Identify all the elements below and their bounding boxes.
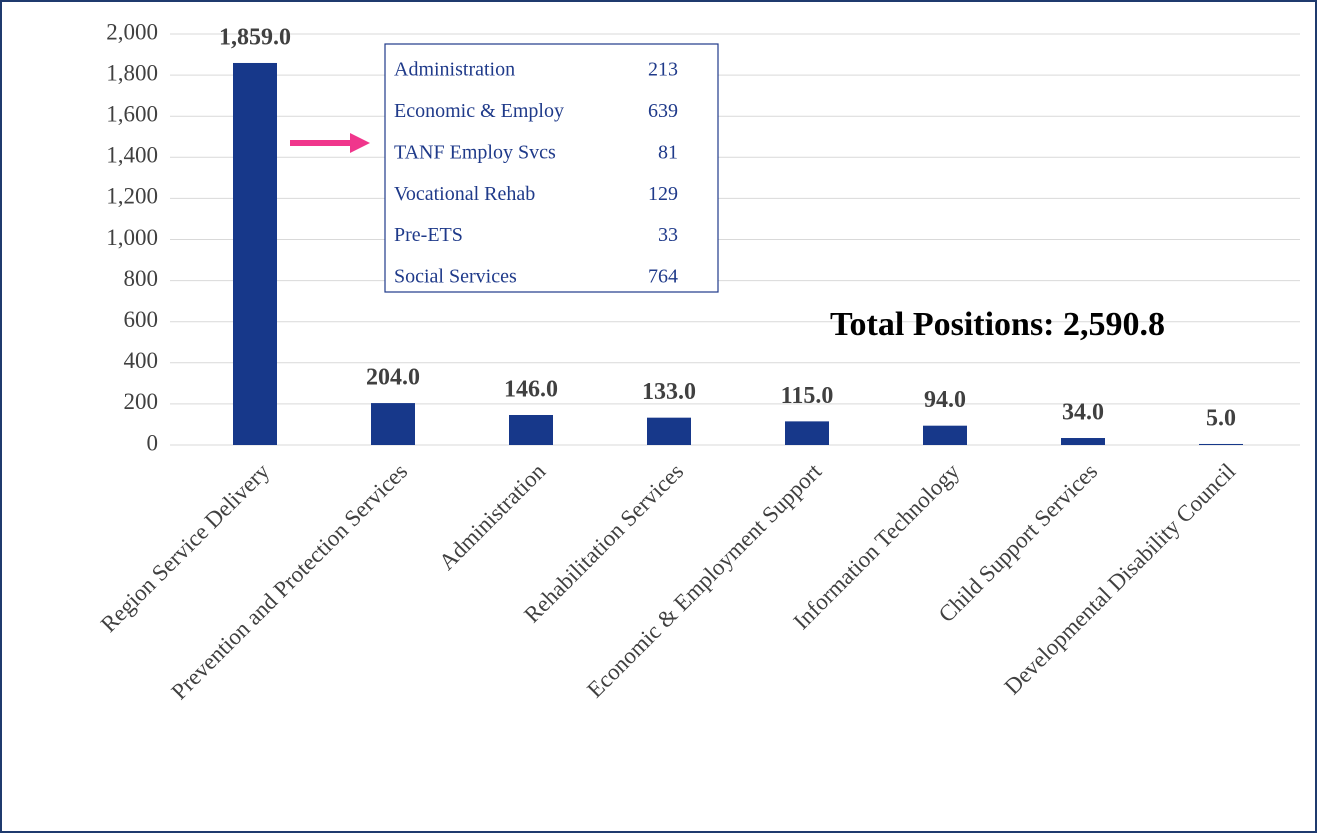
inset-value: 81 (658, 141, 678, 163)
y-tick-label: 400 (124, 348, 159, 373)
inset-value: 129 (648, 183, 678, 205)
y-tick-label: 1,200 (106, 184, 158, 209)
bar (1061, 438, 1105, 445)
inset-label: TANF Employ Svcs (394, 141, 556, 163)
bar (1199, 443, 1243, 445)
y-tick-label: 1,600 (106, 101, 158, 126)
total-annotation: Total Positions: 2,590.8 (830, 306, 1165, 343)
inset-label: Administration (394, 59, 515, 81)
value-label: 133.0 (642, 379, 696, 405)
inset-label: Vocational Rehab (394, 183, 535, 205)
inset-value: 764 (648, 266, 678, 288)
y-tick-label: 1,800 (106, 60, 158, 85)
bar (923, 425, 967, 445)
bar (785, 421, 829, 445)
bar (647, 417, 691, 445)
value-label: 204.0 (366, 365, 420, 391)
inset-label: Social Services (394, 266, 517, 288)
inset-value: 33 (658, 224, 678, 246)
bar (509, 414, 553, 445)
inset-value: 213 (648, 59, 678, 81)
value-label: 34.0 (1062, 400, 1104, 426)
y-tick-label: 0 (147, 430, 159, 455)
inset-label: Pre-ETS (394, 224, 463, 246)
y-tick-label: 2,000 (106, 19, 158, 44)
inset-label: Economic & Employ (394, 100, 564, 122)
arrow-head (350, 133, 370, 153)
value-label: 115.0 (781, 383, 834, 409)
y-tick-label: 200 (124, 389, 159, 414)
value-label: 146.0 (504, 376, 558, 402)
value-label: 94.0 (924, 387, 966, 413)
bar (233, 62, 277, 446)
y-tick-label: 1,000 (106, 225, 158, 250)
bar (371, 403, 415, 445)
inset-value: 639 (648, 100, 678, 122)
y-tick-label: 1,400 (106, 143, 158, 168)
arrow (290, 133, 370, 153)
y-tick-label: 800 (124, 266, 159, 291)
y-tick-label: 600 (124, 307, 159, 332)
inset-box (384, 43, 719, 293)
value-label: 1,859.0 (219, 24, 291, 50)
value-label: 5.0 (1206, 405, 1236, 431)
grid: 0 200 400 600 800 1,000 1,200 1,400 1,600 1,800 2,… (106, 19, 1300, 455)
